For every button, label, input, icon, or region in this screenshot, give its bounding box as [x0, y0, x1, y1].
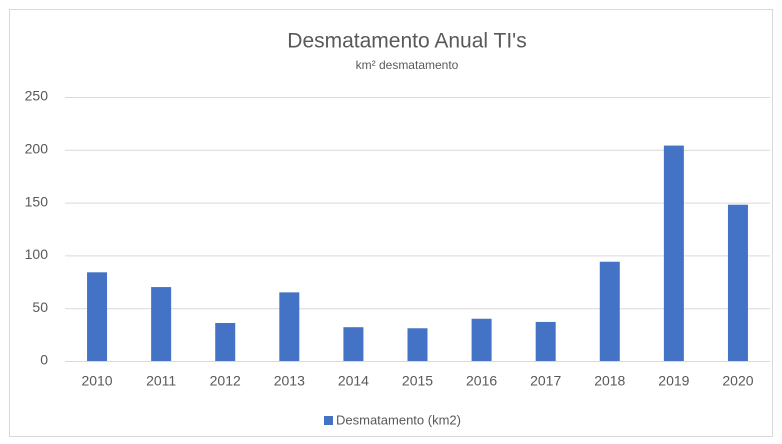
bar: [599, 261, 620, 361]
bar: [727, 204, 748, 361]
y-tick-label: 250: [25, 88, 49, 104]
x-tick-label: 2010: [81, 373, 112, 389]
x-tick-label: 2019: [658, 373, 689, 389]
y-tick-label: 0: [40, 352, 48, 368]
bar: [407, 328, 428, 361]
x-tick-label: 2015: [402, 373, 433, 389]
bar: [663, 145, 684, 361]
y-tick-label: 150: [25, 193, 49, 209]
bar: [535, 321, 556, 361]
y-tick-label: 200: [25, 141, 49, 157]
y-tick-label: 50: [32, 299, 48, 315]
x-tick-label: 2017: [530, 373, 561, 389]
x-tick-label: 2020: [722, 373, 753, 389]
x-tick-label: 2014: [338, 373, 369, 389]
legend-swatch: [324, 416, 333, 425]
x-tick-label: 2011: [146, 373, 176, 389]
legend-label: Desmatamento (km2): [336, 412, 461, 427]
bar: [151, 287, 172, 361]
x-tick-label: 2018: [594, 373, 625, 389]
chart-subtitle: km² desmatamento: [356, 58, 459, 72]
bar: [471, 318, 492, 361]
x-tick-label: 2013: [274, 373, 305, 389]
bar: [343, 327, 364, 361]
bar: [279, 292, 300, 361]
chart-border: [9, 9, 773, 437]
bar: [87, 272, 108, 361]
x-tick-label: 2012: [210, 373, 241, 389]
bar: [215, 322, 236, 361]
x-tick-label: 2016: [466, 373, 497, 389]
y-tick-label: 100: [25, 246, 49, 262]
chart-title: Desmatamento Anual TI's: [287, 30, 526, 53]
